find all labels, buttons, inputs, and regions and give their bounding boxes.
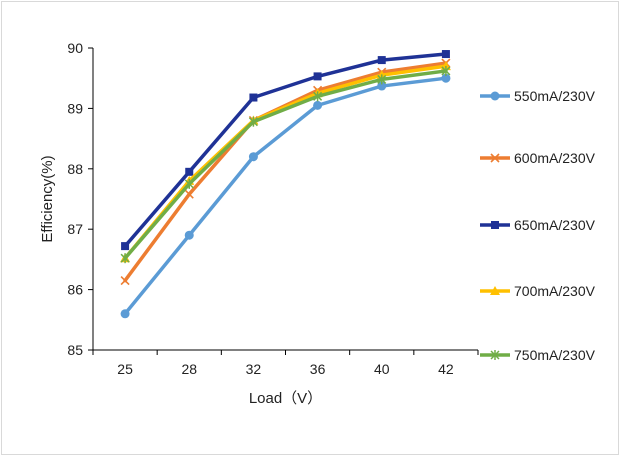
y-tick-label: 87 [67,221,83,237]
legend-label: 700mA/230V [514,283,596,299]
x-axis-title: Load（V） [249,390,322,407]
x-tick-label: 36 [310,361,326,377]
series-line [123,61,448,283]
series-750mA/230V [120,65,451,264]
x-tick-label: 25 [117,361,133,377]
series-600mA/230V [120,58,451,286]
data-point [441,73,451,83]
y-tick-label: 89 [67,100,83,116]
data-point [184,189,194,199]
data-point [184,178,194,189]
legend-label: 550mA/230V [514,88,596,104]
data-point [120,275,130,286]
legend-marker [490,350,500,360]
data-point [121,242,130,251]
legend: 550mA/230V 600mA/230V 650mA/230V 700mA/230V… [480,88,596,363]
y-tick-label: 88 [67,161,83,177]
data-point [120,253,130,264]
legend-item: 550mA/230V [480,88,596,104]
y-tick-label: 85 [67,342,83,358]
y-tick-label: 90 [67,40,83,56]
y-axis-title: Efficiency(%) [39,155,56,242]
legend-item: 750mA/230V [480,347,596,363]
data-point [377,56,386,65]
data-point [313,72,322,81]
y-tick-label: 86 [67,282,83,298]
data-point [313,100,323,110]
series-700mA/230V [120,61,451,263]
data-point [249,93,258,102]
data-point [184,230,194,240]
legend-item: 650mA/230V [480,217,596,233]
legend-marker [491,221,499,229]
data-point [377,81,387,91]
series-650mA/230V [121,50,450,251]
series-line [123,76,448,316]
series-line [123,52,448,248]
data-point [441,65,451,76]
data-point [441,50,450,59]
series-lines [120,50,451,319]
legend-marker [490,91,500,101]
legend-label: 600mA/230V [514,150,596,166]
data-point [248,116,258,127]
data-point [313,91,323,102]
legend-marker [490,286,500,295]
series-line [123,69,448,260]
y-tick-labels: 85 86 87 88 89 90 [67,40,93,358]
data-point [185,167,194,176]
data-point [248,152,258,162]
legend-item: 600mA/230V [480,150,596,166]
x-tick-labels: 25 28 32 36 40 42 [92,350,479,377]
x-tick-label: 32 [246,361,262,377]
series-line [123,64,448,260]
legend-marker [490,153,500,163]
x-tick-label: 28 [181,361,197,377]
axes [92,48,478,351]
legend-item: 700mA/230V [480,283,596,299]
legend-label: 750mA/230V [514,347,596,363]
legend-label: 650mA/230V [514,217,596,233]
x-tick-label: 42 [438,361,454,377]
x-tick-label: 40 [374,361,390,377]
data-point [377,74,387,85]
series-550mA/230V [120,73,451,319]
data-point [120,309,130,319]
